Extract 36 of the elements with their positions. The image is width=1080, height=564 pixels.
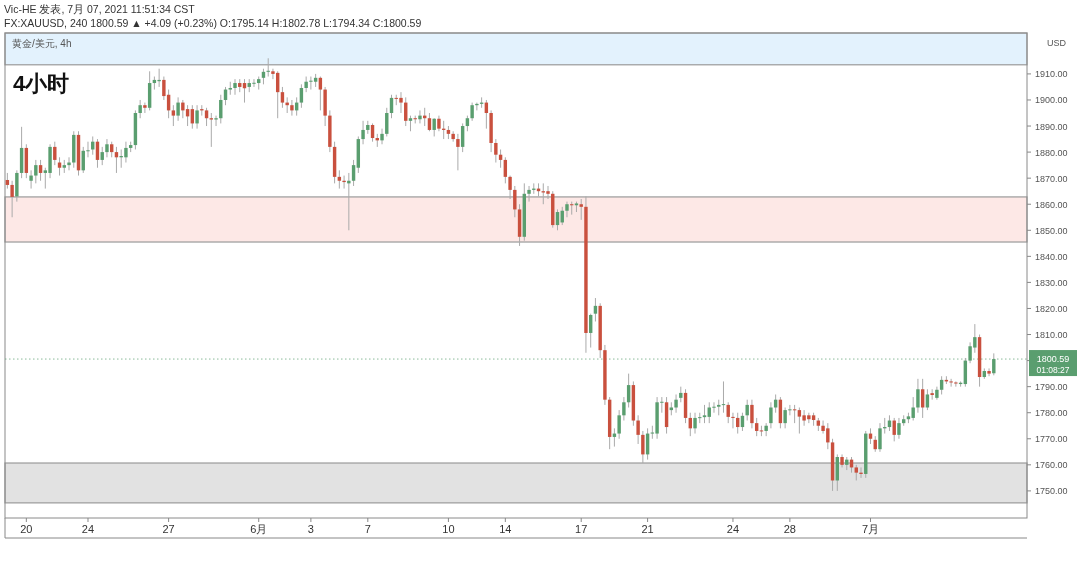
x-tick-label: 14 — [499, 523, 512, 535]
x-tick-label: 10 — [442, 523, 455, 535]
x-tick-label: 24 — [81, 523, 95, 535]
text: FX:XAUUSD, 240 1800.59 ▲ +4.09 (+0.23%) O:1795.14 H:1802.78 L:1794.34 C:1800.59 — [4, 17, 422, 29]
y-tick-label: 1830.00 — [1035, 277, 1068, 288]
y-tick-label: 1820.00 — [1035, 303, 1068, 314]
x-tick-label: 3 — [307, 523, 314, 535]
y-axis-title: USD — [1047, 38, 1067, 48]
y-tick-label: 1870.00 — [1035, 173, 1068, 184]
x-tick-label: 7月 — [861, 523, 880, 535]
x-tick-label: 20 — [20, 523, 33, 535]
ref-line-label: 1800.59 — [1036, 354, 1070, 365]
y-tick-label: 1810.00 — [1035, 330, 1068, 341]
x-tick-label: 7 — [364, 523, 371, 535]
y-tick-label: 1780.00 — [1035, 408, 1068, 419]
y-tick-label: 1890.00 — [1035, 121, 1068, 132]
y-tick-label: 1910.00 — [1035, 69, 1068, 80]
y-tick-label: 1880.00 — [1035, 147, 1068, 158]
x-tick-label: 27 — [162, 523, 175, 535]
y-tick-label: 1900.00 — [1035, 95, 1068, 106]
text: 黄金/美元, 4h — [12, 38, 72, 49]
y-tick-label: 1790.00 — [1035, 382, 1068, 393]
y-tick-label: 1840.00 — [1035, 251, 1068, 262]
text: 01:08:27 — [1036, 365, 1070, 376]
y-tick-label: 1750.00 — [1035, 486, 1068, 497]
x-tick-label: 28 — [783, 523, 796, 535]
text: 4小时 — [13, 71, 70, 96]
y-tick-label: 1850.00 — [1035, 225, 1068, 236]
x-tick-label: 24 — [726, 523, 740, 535]
y-tick-label: 1760.00 — [1035, 460, 1068, 471]
x-tick-label: 17 — [575, 523, 588, 535]
y-tick-label: 1770.00 — [1035, 434, 1068, 445]
text: Vic-HE 发表, 7月 07, 2021 11:51:34 CST — [4, 3, 196, 15]
y-tick-label: 1860.00 — [1035, 199, 1068, 210]
x-tick-label: 6月 — [250, 523, 268, 535]
x-tick-label: 21 — [641, 523, 654, 535]
